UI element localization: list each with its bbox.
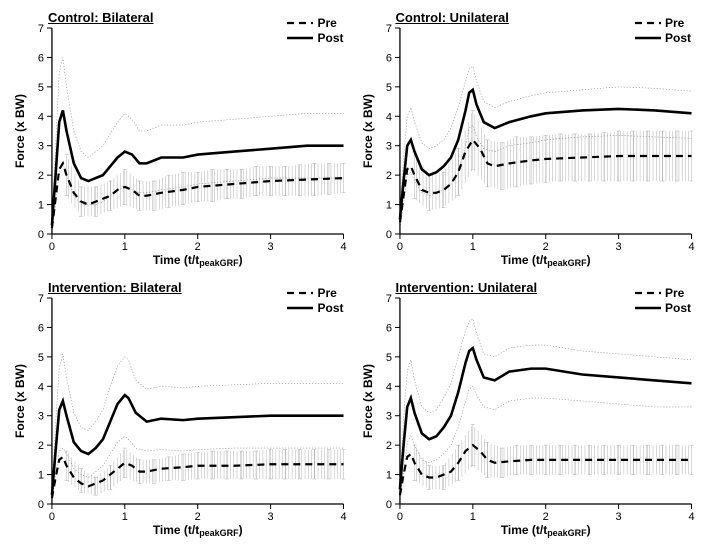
- x-tick-label: 1: [122, 511, 128, 523]
- y-tick-label: 2: [385, 440, 391, 452]
- x-axis-label: Time (t/tpeakGRF): [153, 523, 243, 538]
- legend-label-pre: Pre: [665, 286, 684, 300]
- y-axis-label: Force (x BW): [13, 94, 27, 168]
- x-tick-label: 1: [122, 241, 128, 253]
- y-tick-label: 5: [385, 352, 391, 364]
- legend-item-post: Post: [635, 31, 691, 45]
- x-tick-label: 4: [688, 511, 694, 523]
- x-tick-label: 2: [542, 511, 548, 523]
- y-tick-label: 3: [38, 411, 44, 423]
- x-tick-label: 3: [268, 511, 274, 523]
- chart-panel: 0 1 2 3 4 0 1 2 3 4 5 6 7 Force (x BW) Time (t/tpeak…: [358, 280, 698, 542]
- y-tick-label: 6: [38, 322, 44, 334]
- y-tick-label: 4: [385, 111, 391, 123]
- legend-label-pre: Pre: [317, 16, 336, 30]
- y-tick-label: 5: [385, 82, 391, 94]
- legend-label-post: Post: [317, 31, 343, 45]
- legend-item-pre: Pre: [287, 16, 343, 30]
- x-tick-label: 3: [268, 241, 274, 253]
- legend-item-post: Post: [287, 301, 343, 315]
- x-axis-label: Time (t/tpeakGRF): [500, 253, 590, 268]
- legend-label-pre: Pre: [317, 286, 336, 300]
- y-tick-label: 4: [38, 111, 44, 123]
- chart-svg: 0 1 2 3 4 0 1 2 3 4 5 6 7 Force (x BW) Time (t/tpeak…: [358, 10, 698, 272]
- legend: Pre Post: [287, 16, 343, 46]
- x-tick-label: 4: [340, 511, 346, 523]
- x-tick-label: 2: [195, 511, 201, 523]
- y-tick-label: 0: [385, 499, 391, 511]
- x-tick-label: 1: [469, 241, 475, 253]
- legend-label-pre: Pre: [665, 16, 684, 30]
- y-tick-label: 5: [38, 82, 44, 94]
- y-tick-label: 3: [38, 141, 44, 153]
- chart-svg: 0 1 2 3 4 0 1 2 3 4 5 6 7 Force (x BW) Time (t/tpeak…: [10, 280, 350, 542]
- y-axis-label: Force (x BW): [360, 364, 374, 438]
- legend-label-post: Post: [665, 301, 691, 315]
- legend-item-post: Post: [287, 31, 343, 45]
- legend: Pre Post: [287, 286, 343, 316]
- legend: Pre Post: [635, 286, 691, 316]
- y-tick-label: 6: [38, 52, 44, 64]
- x-tick-label: 0: [49, 241, 55, 253]
- y-tick-label: 1: [38, 200, 44, 212]
- y-tick-label: 7: [38, 293, 44, 305]
- x-axis-label: Time (t/tpeakGRF): [500, 523, 590, 538]
- y-tick-label: 6: [385, 52, 391, 64]
- x-tick-label: 4: [688, 241, 694, 253]
- x-tick-label: 0: [396, 511, 402, 523]
- legend-item-post: Post: [635, 301, 691, 315]
- x-tick-label: 0: [49, 511, 55, 523]
- chart-svg: 0 1 2 3 4 0 1 2 3 4 5 6 7 Force (x BW) Time (t/tpeak…: [358, 280, 698, 542]
- y-tick-label: 4: [385, 381, 391, 393]
- y-tick-label: 0: [385, 229, 391, 241]
- y-tick-label: 3: [385, 141, 391, 153]
- y-tick-label: 3: [385, 411, 391, 423]
- y-axis-label: Force (x BW): [13, 364, 27, 438]
- y-tick-label: 0: [38, 499, 44, 511]
- y-tick-label: 6: [385, 322, 391, 334]
- chart-panel: 0 1 2 3 4 0 1 2 3 4 5 6 7 Force (x BW) Time (t/tpeak…: [10, 280, 350, 542]
- y-tick-label: 7: [385, 23, 391, 35]
- panel-title: Control: Unilateral: [396, 10, 509, 25]
- legend-label-post: Post: [665, 31, 691, 45]
- y-tick-label: 1: [38, 470, 44, 482]
- legend-label-post: Post: [317, 301, 343, 315]
- y-tick-label: 5: [38, 352, 44, 364]
- x-tick-label: 4: [340, 241, 346, 253]
- legend-item-pre: Pre: [635, 16, 691, 30]
- y-tick-label: 2: [38, 170, 44, 182]
- y-axis-label: Force (x BW): [360, 94, 374, 168]
- y-tick-label: 4: [38, 381, 44, 393]
- x-tick-label: 0: [396, 241, 402, 253]
- y-tick-label: 2: [385, 170, 391, 182]
- chart-panel: 0 1 2 3 4 0 1 2 3 4 5 6 7 Force (x BW) Time (t/tpeak…: [358, 10, 698, 272]
- y-tick-label: 1: [385, 200, 391, 212]
- panel-title: Intervention: Unilateral: [396, 280, 538, 295]
- x-tick-label: 3: [615, 511, 621, 523]
- chart-svg: 0 1 2 3 4 0 1 2 3 4 5 6 7 Force (x BW) Time (t/tpeak…: [10, 10, 350, 272]
- x-tick-label: 2: [195, 241, 201, 253]
- x-tick-label: 2: [542, 241, 548, 253]
- y-tick-label: 0: [38, 229, 44, 241]
- x-tick-label: 1: [469, 511, 475, 523]
- chart-panel: 0 1 2 3 4 0 1 2 3 4 5 6 7 Force (x BW) Time (t/tpeak…: [10, 10, 350, 272]
- legend: Pre Post: [635, 16, 691, 46]
- y-tick-label: 7: [385, 293, 391, 305]
- legend-item-pre: Pre: [287, 286, 343, 300]
- panel-title: Control: Bilateral: [48, 10, 153, 25]
- y-tick-label: 1: [385, 470, 391, 482]
- legend-item-pre: Pre: [635, 286, 691, 300]
- x-tick-label: 3: [615, 241, 621, 253]
- y-tick-label: 7: [38, 23, 44, 35]
- panel-title: Intervention: Bilateral: [48, 280, 182, 295]
- y-tick-label: 2: [38, 440, 44, 452]
- x-axis-label: Time (t/tpeakGRF): [153, 253, 243, 268]
